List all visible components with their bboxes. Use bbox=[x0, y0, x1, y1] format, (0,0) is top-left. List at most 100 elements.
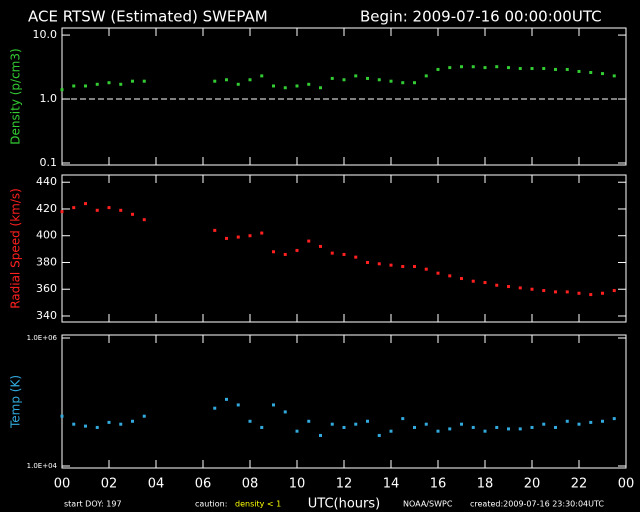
data-point bbox=[424, 74, 428, 78]
data-point bbox=[330, 76, 334, 80]
start-doy: start DOY: 197 bbox=[64, 500, 122, 509]
data-point bbox=[554, 67, 557, 71]
data-point bbox=[107, 420, 111, 424]
data-point bbox=[107, 81, 111, 85]
y-tick-label: 1.0E+06 bbox=[27, 334, 58, 342]
data-point bbox=[60, 210, 64, 214]
data-point bbox=[577, 291, 581, 295]
data-point bbox=[354, 422, 358, 426]
x-tick-label: 02 bbox=[101, 477, 118, 492]
data-point bbox=[518, 67, 522, 71]
data-point bbox=[460, 65, 463, 69]
data-point bbox=[530, 67, 534, 71]
data-point bbox=[342, 252, 346, 256]
data-point bbox=[342, 425, 346, 429]
data-point bbox=[236, 82, 240, 86]
data-point bbox=[460, 277, 463, 281]
data-point bbox=[413, 425, 416, 429]
data-point bbox=[401, 264, 405, 268]
data-point bbox=[213, 406, 217, 410]
data-point bbox=[542, 67, 546, 71]
data-point bbox=[119, 208, 123, 212]
data-point bbox=[483, 66, 487, 70]
data-point bbox=[389, 263, 393, 267]
data-point bbox=[554, 290, 557, 294]
data-point bbox=[436, 429, 440, 433]
data-point bbox=[424, 422, 428, 426]
data-point bbox=[72, 84, 76, 88]
panel-frame bbox=[61, 334, 627, 469]
data-point bbox=[471, 65, 475, 69]
data-point bbox=[366, 419, 369, 423]
data-point bbox=[377, 78, 381, 82]
data-point bbox=[424, 267, 428, 271]
x-tick-label: 04 bbox=[148, 477, 165, 492]
data-point bbox=[319, 244, 322, 248]
data-point bbox=[248, 78, 252, 82]
data-point bbox=[495, 65, 499, 69]
data-point bbox=[142, 218, 146, 222]
data-point bbox=[142, 414, 146, 418]
data-point bbox=[225, 397, 228, 401]
title: ACE RTSW (Estimated) SWEPAM bbox=[28, 8, 268, 26]
data-point bbox=[601, 72, 604, 76]
data-point bbox=[225, 236, 228, 240]
data-point bbox=[495, 283, 499, 287]
data-point bbox=[248, 234, 252, 238]
data-point bbox=[330, 422, 334, 426]
caution-label: caution: bbox=[195, 500, 227, 509]
data-point bbox=[601, 419, 604, 423]
data-point bbox=[295, 429, 299, 433]
data-point bbox=[495, 425, 499, 429]
data-point bbox=[413, 81, 416, 85]
y-tick-label: 380 bbox=[36, 255, 57, 268]
data-point bbox=[377, 433, 381, 437]
data-point bbox=[60, 88, 64, 92]
data-point bbox=[295, 84, 299, 88]
data-point bbox=[389, 79, 393, 83]
data-point bbox=[283, 252, 287, 256]
data-point bbox=[471, 279, 475, 283]
data-point bbox=[542, 422, 546, 426]
data-point bbox=[307, 419, 311, 423]
data-point bbox=[84, 84, 87, 88]
data-point bbox=[448, 427, 452, 431]
x-tick-label: 22 bbox=[571, 477, 588, 492]
data-point bbox=[119, 422, 123, 426]
data-point bbox=[131, 79, 134, 83]
data-point bbox=[483, 281, 487, 285]
data-point bbox=[260, 74, 264, 78]
data-point bbox=[95, 425, 99, 429]
data-point bbox=[436, 271, 440, 275]
data-point bbox=[389, 429, 393, 433]
data-point bbox=[84, 202, 87, 206]
data-point bbox=[342, 78, 346, 82]
data-point bbox=[236, 235, 240, 239]
y-tick-label: 1.0E+04 bbox=[27, 462, 58, 470]
data-point bbox=[107, 206, 111, 210]
data-point bbox=[366, 260, 369, 264]
data-point bbox=[565, 290, 569, 294]
data-point bbox=[471, 425, 475, 429]
y-tick-label: 360 bbox=[36, 282, 57, 295]
data-point bbox=[131, 212, 134, 216]
data-point bbox=[542, 289, 546, 293]
y-tick-label: 0.1 bbox=[40, 156, 58, 169]
x-tick-label: 12 bbox=[336, 477, 353, 492]
data-point bbox=[577, 69, 581, 73]
x-tick-label: 08 bbox=[242, 477, 259, 492]
data-point bbox=[60, 414, 64, 418]
y-tick-label: 440 bbox=[36, 175, 57, 188]
x-tick-label: 10 bbox=[289, 477, 306, 492]
data-point bbox=[72, 422, 76, 426]
data-point bbox=[307, 239, 311, 243]
data-point bbox=[95, 208, 99, 212]
data-point bbox=[131, 419, 134, 423]
data-point bbox=[448, 274, 452, 278]
data-point bbox=[436, 67, 440, 71]
data-point bbox=[260, 425, 264, 429]
y-tick-label: 420 bbox=[36, 202, 57, 215]
panel-frame bbox=[61, 174, 627, 323]
